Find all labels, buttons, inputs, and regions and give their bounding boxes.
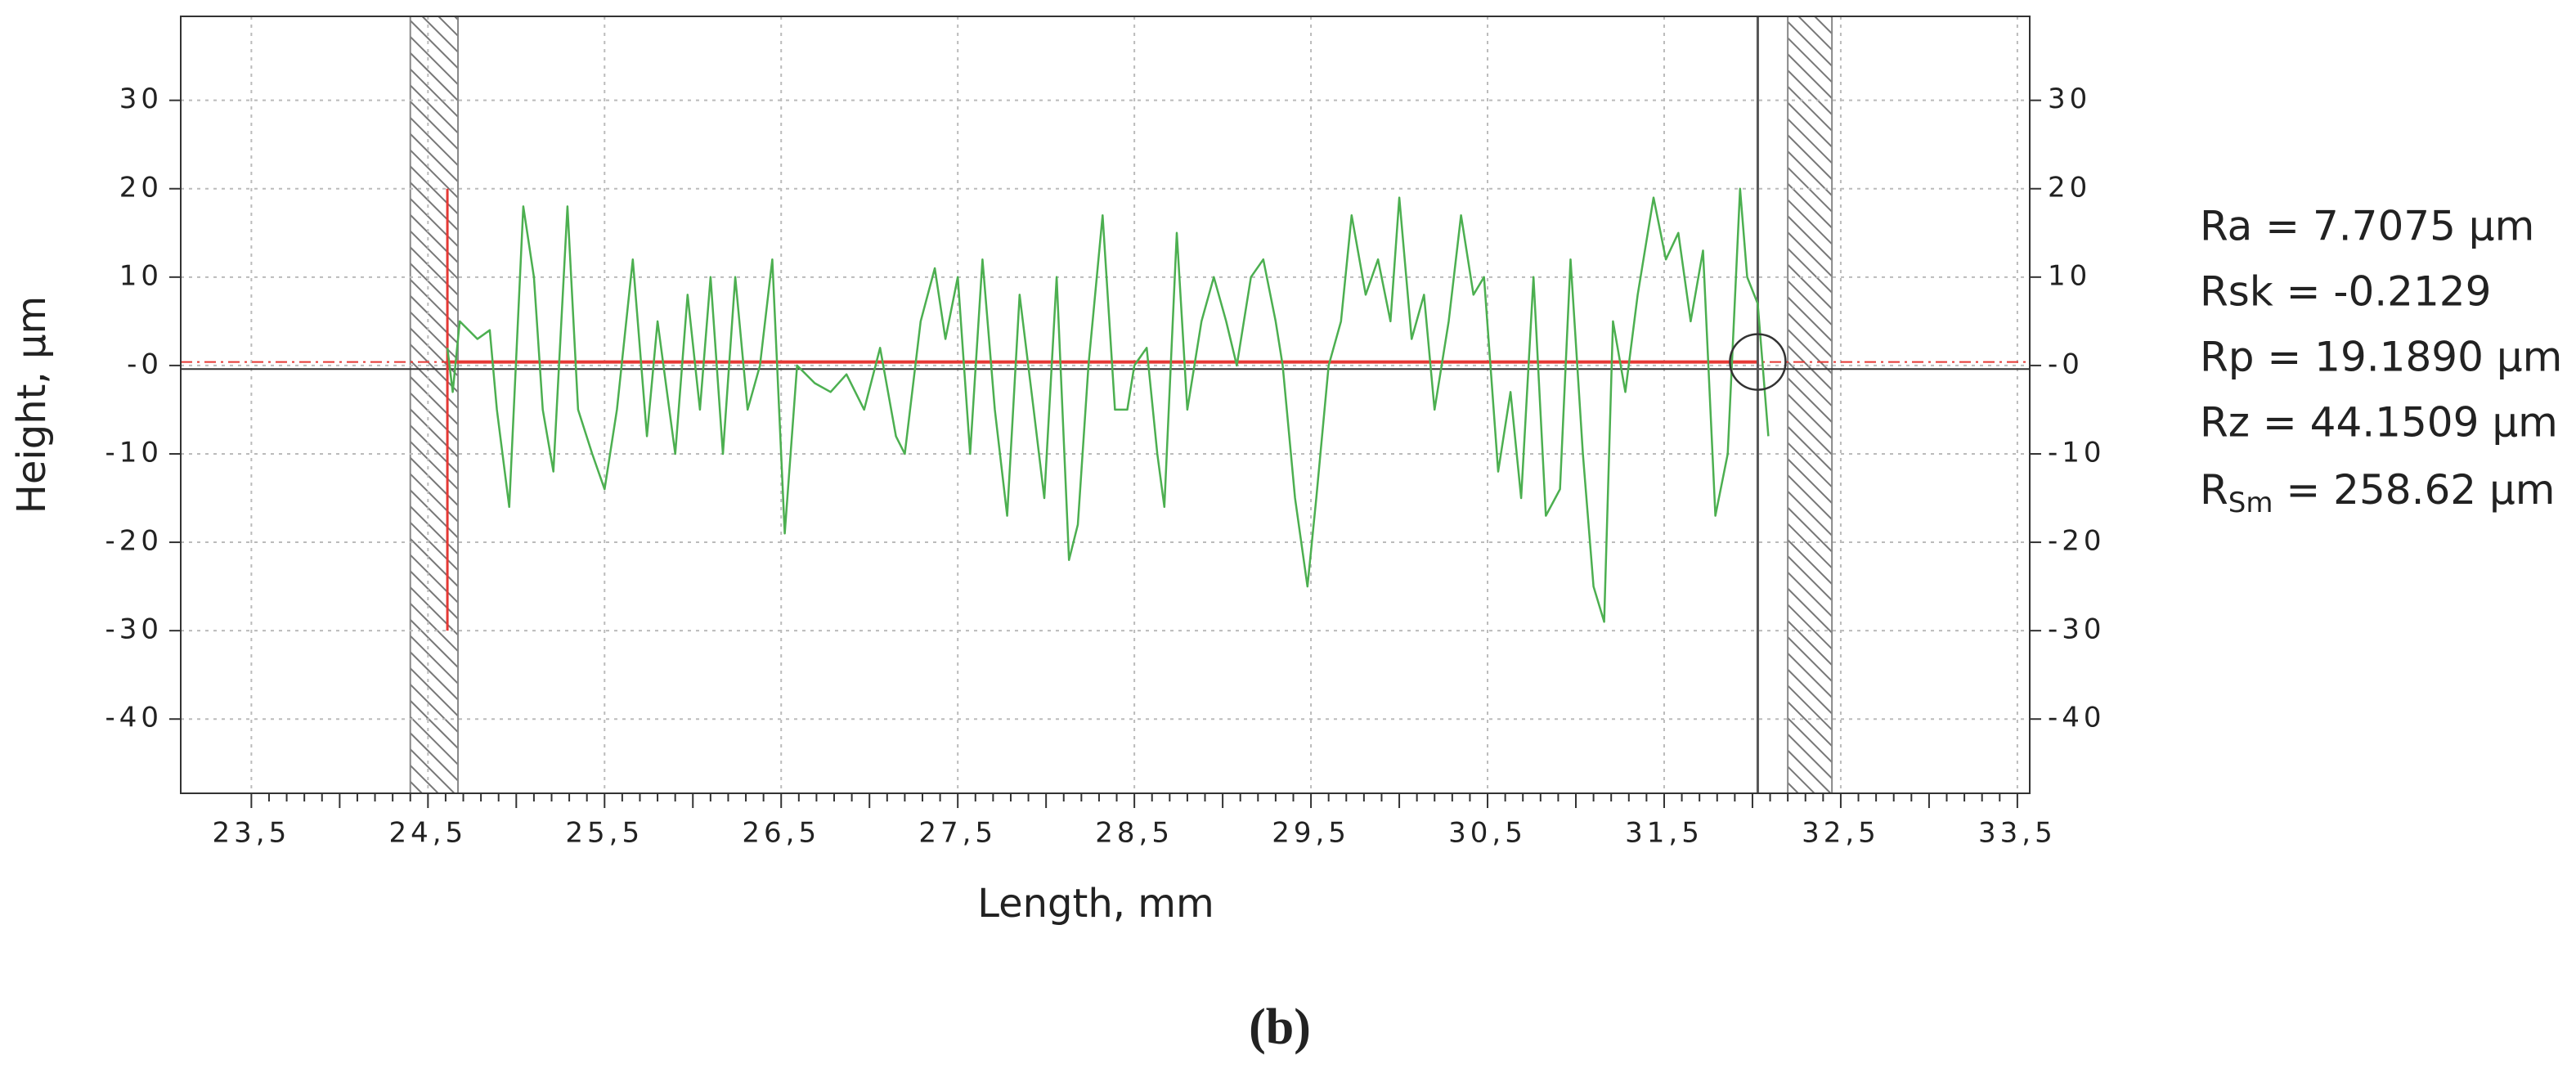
x-tick-label: 29,5: [1272, 817, 1350, 850]
statistic-base: R: [2200, 466, 2228, 514]
statistic: Rsk = -0.2129: [2200, 268, 2491, 316]
cutoff-region: [409, 16, 460, 794]
statistic-value: = 258.62 µm: [2273, 466, 2555, 514]
x-tick-label: 23,5: [213, 817, 291, 850]
profile-line: [446, 187, 1770, 623]
x-tick-label: 27,5: [918, 817, 997, 850]
x-tick-label: 31,5: [1625, 817, 1703, 850]
x-tick-label: 30,5: [1448, 817, 1527, 850]
y-tick-label: 30: [119, 83, 163, 115]
plot-frame: [180, 16, 2031, 794]
x-tick-label: 32,5: [1802, 817, 1880, 850]
y2-tick-label: -20: [2048, 525, 2106, 558]
y-tick-label: 10: [119, 259, 163, 292]
y2-tick-label: 20: [2048, 171, 2091, 204]
y2-tick-label: -0: [2048, 348, 2084, 380]
statistic: Ra = 7.7075 µm: [2200, 203, 2534, 250]
y2-tick-label: 30: [2048, 83, 2091, 115]
x-tick-label: 26,5: [742, 817, 820, 850]
x-tick-label: 24,5: [388, 817, 467, 850]
y-tick-label: -30: [105, 613, 163, 646]
y-axis-title: Height, µm: [9, 296, 55, 514]
caption: (b): [1249, 999, 1311, 1055]
y-tick-label: -0: [127, 348, 163, 380]
statistic: RSm = 258.62 µm: [2200, 466, 2556, 519]
y-tick-label: -10: [105, 436, 163, 469]
x-tick-label: 28,5: [1095, 817, 1174, 850]
y2-tick-label: -10: [2048, 436, 2106, 469]
x-tick-label: 25,5: [565, 817, 644, 850]
statistic-subscript: Sm: [2228, 487, 2273, 519]
y2-tick-label: -40: [2048, 702, 2106, 734]
y-tick-label: 20: [119, 171, 163, 204]
cursor-circle: [1729, 333, 1787, 391]
y-tick-label: -40: [105, 702, 163, 734]
y2-tick-label: 10: [2048, 259, 2091, 292]
y-tick-label: -20: [105, 525, 163, 558]
statistic: Rp = 19.1890 µm: [2200, 334, 2562, 381]
x-axis-title: Length, mm: [977, 881, 1214, 927]
statistic: Rz = 44.1509 µm: [2200, 399, 2558, 447]
y2-tick-label: -30: [2048, 613, 2106, 646]
x-tick-label: 33,5: [1978, 817, 2057, 850]
cutoff-region: [1787, 16, 1833, 794]
